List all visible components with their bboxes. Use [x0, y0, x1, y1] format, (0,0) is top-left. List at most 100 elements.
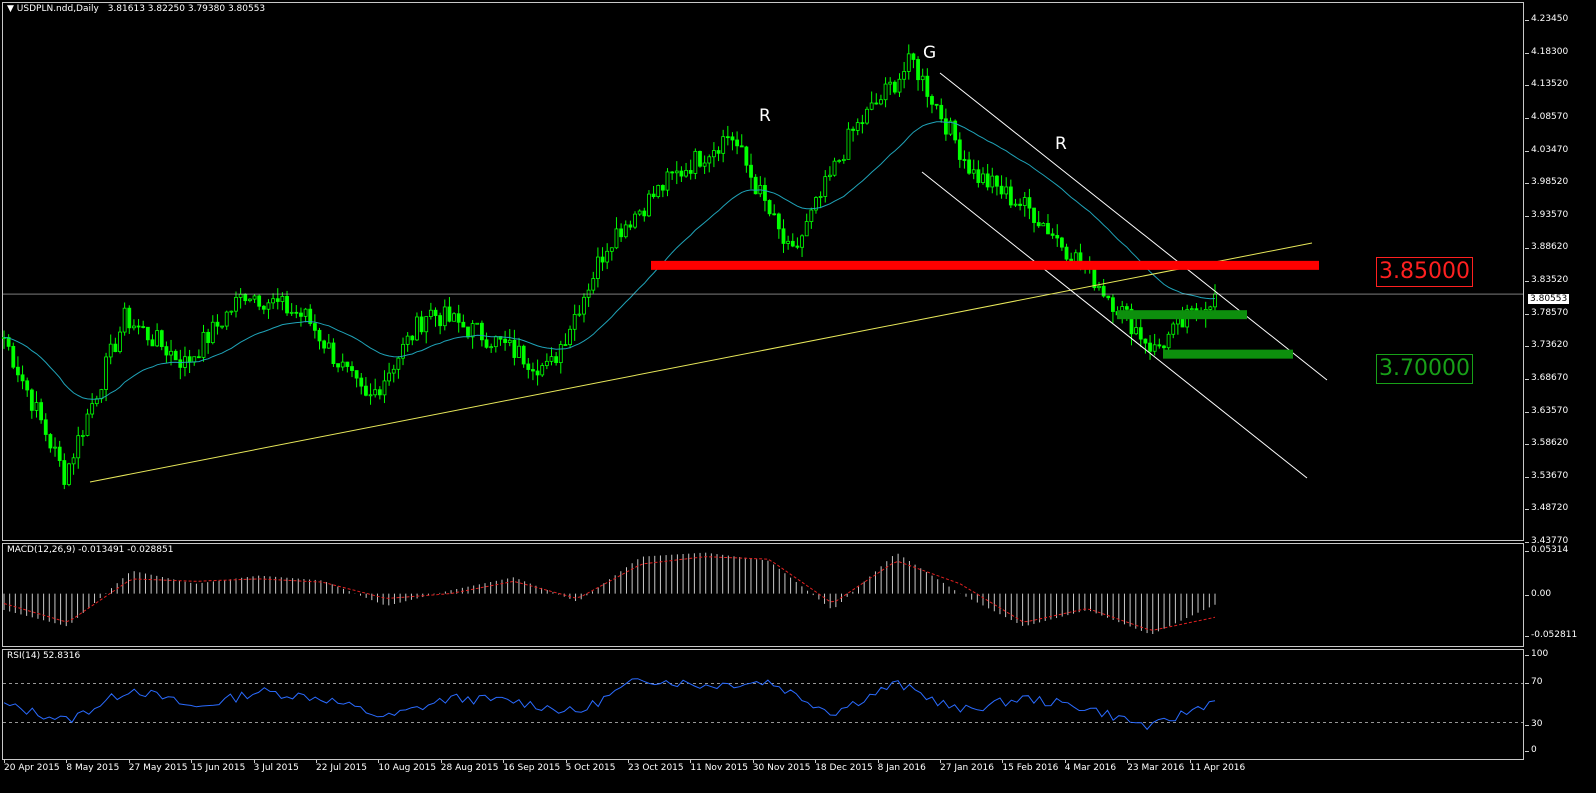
candle-body — [906, 53, 911, 72]
macd-axis: 0.05314 0.00 -0.052811 — [1524, 543, 1595, 647]
date-tick-label: 27 May 2015 — [128, 760, 188, 773]
candle-body — [679, 170, 684, 177]
price-axis[interactable]: 4.23450 4.18300 4.13520 4.08570 4.03470 3.985… — [1524, 0, 1595, 546]
candle-body — [549, 356, 554, 362]
rsi-pane[interactable]: RSI(14) 52.8316 — [2, 649, 1524, 760]
candle-body — [11, 345, 16, 368]
candle-body — [614, 228, 619, 249]
price-tick-label: 3.63570 — [1524, 405, 1569, 416]
date-tick-label: 27 Jan 2016 — [940, 760, 994, 773]
candle-body — [693, 150, 698, 174]
macd-tick-label: -0.052811 — [1524, 630, 1578, 640]
candle-body — [874, 102, 879, 105]
candle-body — [1166, 333, 1171, 349]
date-tick-label: 15 Jun 2015 — [191, 760, 246, 773]
price-tick-label: 3.58620 — [1524, 438, 1569, 449]
date-axis[interactable]: 20 Apr 2015 8 May 2015 27 May 2015 15 Jun 2… — [2, 760, 1524, 793]
price-chart-pane[interactable]: ▼ USDPLN.ndd,Daily 3.81613 3.82250 3.793… — [2, 2, 1524, 541]
candle-body — [568, 328, 572, 346]
candle-body — [628, 224, 633, 228]
candle-body — [1041, 223, 1046, 227]
candle-body — [1171, 323, 1176, 335]
candle-body — [1008, 186, 1013, 206]
candle-body — [127, 307, 132, 329]
candle-body — [62, 460, 67, 485]
candle-body — [252, 295, 257, 300]
candle-body — [1013, 203, 1018, 206]
candle-body — [303, 308, 308, 317]
candle-body — [818, 196, 823, 198]
date-tick-label: 11 Apr 2016 — [1189, 760, 1246, 773]
candle-body — [674, 170, 679, 174]
candle-body — [512, 339, 517, 358]
candle-body — [238, 293, 243, 298]
candle-body — [1208, 306, 1213, 310]
candle-body — [39, 402, 44, 421]
candle-body — [1046, 223, 1050, 235]
candle-body — [289, 311, 294, 314]
candle-body — [711, 150, 716, 158]
candle-body — [800, 235, 804, 248]
price-tick-label: 3.43770 — [1524, 536, 1569, 546]
candle-body — [1027, 197, 1032, 209]
rsi-tick-label: 100 — [1524, 649, 1549, 659]
candle-body — [902, 71, 907, 80]
candle-body — [1180, 317, 1185, 328]
candle-body — [860, 122, 865, 125]
candle-body — [164, 346, 169, 356]
candle-body — [433, 309, 438, 316]
dropdown-triangle-icon[interactable]: ▼ — [7, 4, 14, 14]
candle-body — [442, 306, 447, 327]
candle-body — [1157, 344, 1162, 347]
date-tick-label: 23 Mar 2016 — [1127, 760, 1185, 773]
candle-body — [299, 312, 303, 317]
macd-pane[interactable]: MACD(12,26,9) -0.013491 -0.028851 — [2, 543, 1524, 647]
candle-body — [396, 357, 401, 370]
candle-body — [637, 210, 642, 215]
candle-body — [730, 136, 735, 141]
rsi-line — [3, 678, 1216, 731]
candle-body — [739, 145, 744, 148]
candle-body — [438, 315, 443, 327]
candle-body — [869, 102, 874, 110]
candle-body — [113, 343, 118, 352]
candle-body — [665, 171, 670, 191]
marker-right-shoulder: R — [1055, 134, 1067, 154]
candle-body — [1143, 338, 1148, 344]
candle-body — [827, 174, 832, 178]
price-tick-label: 3.68670 — [1524, 372, 1569, 383]
candle-body — [521, 345, 526, 365]
candle-body — [702, 162, 707, 167]
candle-body — [596, 256, 600, 279]
support-zone-upper — [1117, 310, 1247, 320]
candle-body — [132, 325, 136, 329]
candle-body — [642, 210, 647, 217]
rsi-tick-label: 0 — [1525, 745, 1537, 755]
candle-body — [275, 298, 280, 302]
candle-body — [67, 463, 71, 485]
candle-body — [206, 331, 211, 344]
candle-body — [971, 169, 976, 174]
candle-body — [229, 310, 234, 313]
candle-body — [271, 298, 276, 304]
candle-body — [554, 356, 559, 364]
candle-body — [507, 339, 512, 343]
date-tick-label: 28 Aug 2015 — [440, 760, 499, 773]
candle-body — [136, 325, 141, 328]
candle-body — [99, 389, 104, 400]
candle-body — [16, 366, 20, 376]
rsi-tick-label: 30 — [1524, 719, 1543, 729]
candle-body — [475, 322, 480, 325]
candle-body — [53, 446, 57, 449]
candle-body — [178, 359, 183, 368]
price-tick-label: 4.08570 — [1524, 111, 1569, 122]
candle-body — [71, 457, 76, 465]
candle-body — [354, 370, 359, 379]
candle-body — [6, 337, 11, 347]
candle-body — [851, 128, 855, 131]
candle-body — [855, 122, 860, 131]
candle-body — [753, 176, 758, 195]
candle-body — [220, 325, 224, 328]
rsi-title: RSI(14) 52.8316 — [7, 651, 81, 661]
candle-body — [266, 302, 271, 310]
